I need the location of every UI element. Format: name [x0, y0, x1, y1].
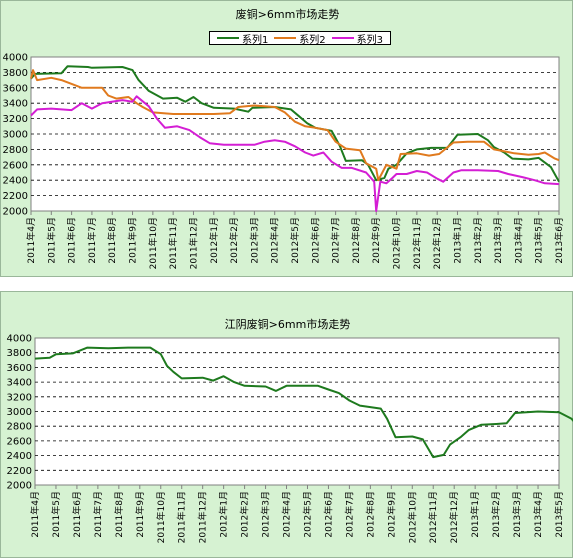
top-chart-x-tick-label: 2013年3月	[492, 217, 504, 264]
top-chart-x-tick-label: 2012年6月	[309, 217, 321, 264]
top-chart-x-tick-label: 2012年5月	[289, 217, 301, 264]
legend-item-series-1: 系列1	[216, 31, 269, 46]
chart-title-top: 废铜>6mm市场走势	[235, 8, 340, 21]
bottom-chart-x-tick-label: 2012年9月	[385, 491, 397, 538]
bottom-chart-x-tick-label: 2012年1月	[218, 491, 230, 538]
top-chart-x-tick-label: 2012年12月	[431, 217, 443, 269]
bottom-chart-y-tick-label: 2800	[7, 422, 32, 433]
bottom-chart-x-tick-label: 2011年9月	[134, 491, 146, 538]
bottom-chart-y-tick-label: 3000	[7, 407, 32, 418]
bottom-chart-y-tick-label: 2600	[7, 436, 32, 447]
top-chart-y-tick-label: 3000	[3, 130, 28, 141]
legend-item-series-2: 系列2	[274, 31, 326, 46]
bottom-chart-x-tick-label: 2011年5月	[50, 491, 62, 538]
top-chart-x-tick-label: 2012年7月	[330, 217, 342, 264]
legend: 系列1 系列2 系列3	[209, 31, 391, 46]
top-chart-x-tick-label: 2012年11月	[411, 217, 423, 269]
bottom-chart-x-tick-label: 2011年6月	[71, 491, 83, 538]
bottom-chart-y-tick-label: 4000	[7, 334, 32, 345]
top-chart-x-tick-label: 2013年4月	[512, 217, 524, 264]
bottom-chart-x-tick-label: 2013年1月	[469, 491, 481, 538]
top-chart-x-tick-label: 2011年6月	[66, 217, 78, 264]
legend-label-series-1: 系列1	[241, 34, 269, 46]
bottom-chart-x-tick-label: 2012年2月	[239, 491, 251, 538]
top-chart-y-tick-label: 2800	[3, 145, 28, 156]
top-chart-x-tick-label: 2011年9月	[127, 217, 139, 264]
top-chart-y-tick-label: 3800	[3, 68, 28, 79]
chart-plot-bottom: 2000 2200 2400 2600 2800 3000 3200 3400 3600 3800…	[7, 334, 573, 543]
top-chart-y-tick-label: 4000	[3, 53, 28, 64]
top-chart-x-tick-label: 2012年9月	[370, 217, 382, 264]
chart-panel-top: 废铜>6mm市场走势 系列1 系列2 系列3 2000 2200 2400 2600 2…	[0, 0, 573, 277]
chart-title-bottom: 江阴废铜>6mm市场走势	[224, 318, 351, 331]
top-chart-x-tick-label: 2011年10月	[147, 217, 159, 269]
bottom-chart-x-tick-label: 2013年2月	[490, 491, 502, 538]
legend-swatch-series-3	[331, 37, 354, 39]
top-chart-x-tick-label: 2011年11月	[167, 217, 179, 269]
legend-label-series-3: 系列3	[356, 34, 383, 46]
legend-label-series-2: 系列2	[299, 34, 326, 46]
top-chart-x-tick-label: 2013年1月	[451, 217, 463, 264]
bottom-chart-x-tick-label: 2011年12月	[197, 491, 209, 543]
chart-panel-bottom: 江阴废铜>6mm市场走势 2000 2200 2400 2600 2800 3000 320…	[0, 291, 573, 558]
top-chart-x-tick-label: 2011年8月	[106, 217, 118, 264]
bottom-chart-x-tick-label: 2011年10月	[155, 491, 167, 543]
top-chart-x-tick-label: 2012年2月	[228, 217, 240, 264]
top-chart-x-tick-label: 2012年10月	[391, 217, 403, 269]
bottom-chart-x-tick-label: 2012年5月	[301, 491, 313, 538]
bottom-chart-x-tick-label: 2013年5月	[553, 491, 565, 538]
bottom-chart-x-tick-label: 2012年8月	[364, 491, 376, 538]
top-chart-y-tick-label: 3400	[3, 99, 28, 110]
bottom-chart-x-tick-label: 2012年6月	[322, 491, 334, 538]
top-chart-y-tick-label: 2400	[3, 176, 28, 187]
top-chart-y-tick-label: 2000	[3, 207, 28, 218]
top-chart-x-tick-label: 2012年3月	[248, 217, 260, 264]
top-chart-x-tick-label: 2011年4月	[25, 217, 37, 264]
bottom-chart-x-tick-label: 2011年8月	[113, 491, 125, 538]
bottom-chart-x-tick-label: 2011年4月	[29, 491, 41, 538]
legend-swatch-series-2	[274, 37, 297, 39]
bottom-chart-plot-area	[34, 337, 560, 486]
bottom-chart-series-line-1	[34, 346, 573, 459]
top-chart-x-tick-label: 2012年4月	[269, 217, 281, 264]
bottom-chart-x-tick-label: 2012年11月	[427, 491, 439, 543]
bottom-chart-y-tick-label: 3600	[7, 363, 32, 374]
top-chart-y-tick-label: 2200	[3, 191, 28, 202]
bottom-chart-y-tick-label: 2000	[7, 481, 32, 492]
top-chart-y-tick-label: 2600	[3, 160, 28, 171]
top-chart-x-tick-label: 2013年5月	[533, 217, 545, 264]
bottom-chart-x-tick-label: 2012年7月	[343, 491, 355, 538]
bottom-chart-x-tick-label: 2012年4月	[281, 491, 293, 538]
bottom-chart-x-tick-label: 2012年3月	[260, 491, 272, 538]
top-chart-x-tick-label: 2011年7月	[86, 217, 98, 264]
bottom-chart-x-tick-label: 2012年10月	[406, 491, 418, 543]
top-chart-y-tick-label: 3200	[3, 114, 28, 125]
bottom-chart-x-tick-label: 2011年11月	[176, 491, 188, 543]
top-chart-series-line-3	[30, 95, 560, 212]
top-chart-x-tick-label: 2013年6月	[553, 217, 565, 264]
top-chart-series-line-2	[30, 69, 560, 182]
legend-item-series-3: 系列3	[331, 31, 383, 46]
top-chart-x-tick-label: 2012年8月	[350, 217, 362, 264]
chart-plot-top: 2000 2200 2400 2600 2800 3000 3200 3400 3600 3800…	[3, 53, 565, 270]
bottom-chart-y-tick-label: 3400	[7, 378, 32, 389]
top-chart-x-tick-label: 2011年5月	[45, 217, 57, 264]
bottom-chart-y-tick-label: 2400	[7, 451, 32, 462]
bottom-chart-x-tick-label: 2012年12月	[448, 491, 460, 543]
top-chart-x-tick-label: 2011年12月	[187, 217, 199, 269]
bottom-chart-x-tick-label: 2011年7月	[92, 491, 104, 538]
bottom-chart-y-tick-label: 2200	[7, 466, 32, 477]
bottom-chart-y-tick-label: 3200	[7, 392, 32, 403]
legend-swatch-series-1	[216, 37, 239, 39]
top-chart-x-tick-label: 2012年1月	[208, 217, 220, 264]
top-chart-x-tick-label: 2013年2月	[472, 217, 484, 264]
bottom-chart-x-tick-label: 2013年4月	[532, 491, 544, 538]
bottom-chart-y-tick-label: 3800	[7, 348, 32, 359]
bottom-chart-x-tick-label: 2013年3月	[511, 491, 523, 538]
top-chart-y-tick-label: 3600	[3, 83, 28, 94]
